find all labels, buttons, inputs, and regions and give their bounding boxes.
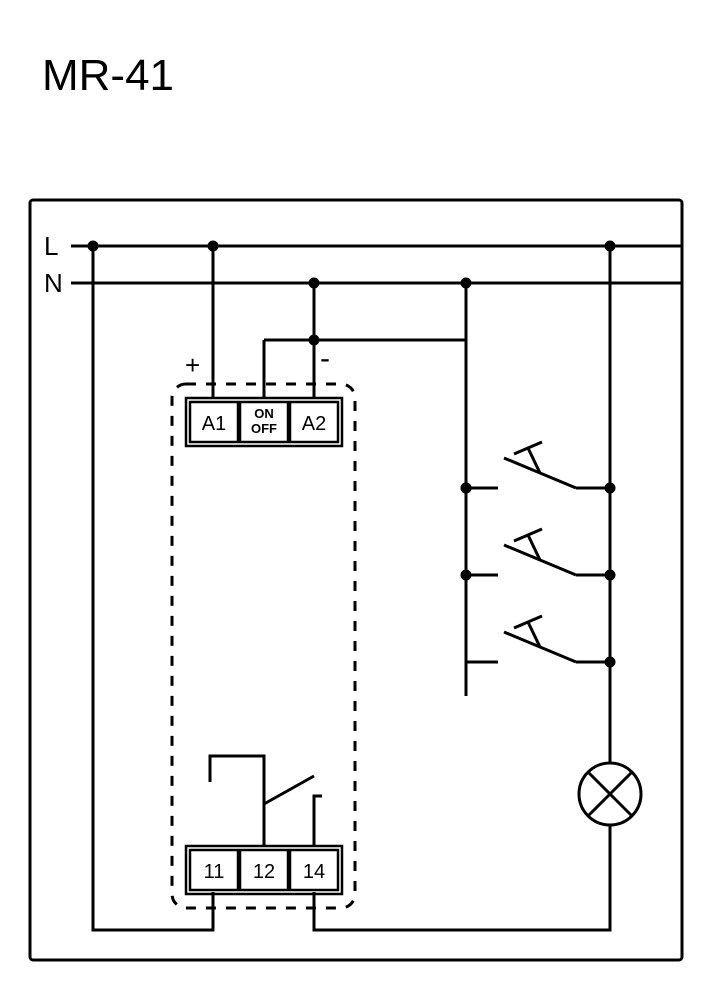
rail-label-N: N (44, 268, 63, 298)
terminal-11: 11 (204, 861, 225, 883)
terminal-A1: A1 (202, 413, 226, 435)
polarity-plus: + (185, 350, 200, 380)
terminal-onoff-off: OFF (251, 421, 277, 436)
junction (309, 335, 320, 346)
terminal-14: 14 (303, 861, 325, 883)
device-title: MR-41 (42, 51, 174, 100)
polarity-minus: - (320, 342, 330, 375)
terminal-onoff-on: ON (254, 406, 274, 421)
top-terminal-block: A1 ON OFF A2 (186, 398, 342, 446)
bottom-terminal-block: 11 12 14 (186, 846, 342, 894)
terminal-A2: A2 (302, 413, 326, 435)
rail-label-L: L (44, 231, 58, 261)
lamp-icon (579, 763, 641, 825)
terminal-12: 12 (253, 861, 275, 883)
